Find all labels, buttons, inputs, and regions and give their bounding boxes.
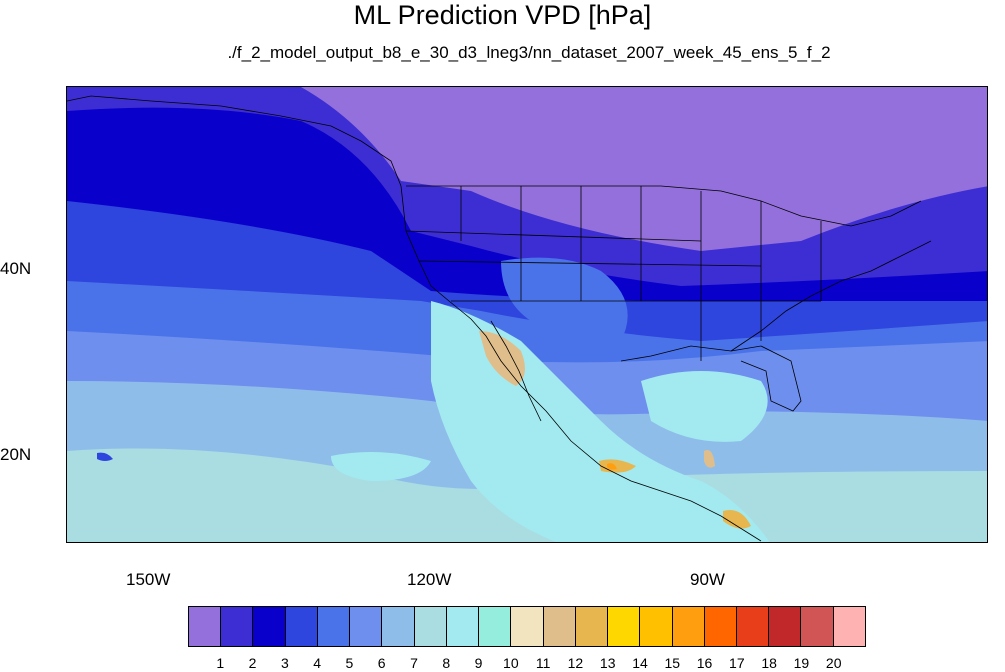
colorbar-swatch <box>704 607 737 646</box>
colorbar-swatch <box>479 607 512 646</box>
colorbar-swatch <box>769 607 802 646</box>
colorbar-swatch <box>672 607 705 646</box>
colorbar-tick-label: 5 <box>345 655 354 671</box>
colorbar-swatch <box>446 607 480 646</box>
colorbar-tick-label: 10 <box>503 655 519 671</box>
map-panel <box>66 86 988 543</box>
colorbar-tick-label: 7 <box>410 655 418 671</box>
colorbar <box>188 606 866 647</box>
figure-subtitle: ./f_2_model_output_b8_e_30_d3_lneg3/nn_d… <box>227 43 831 62</box>
colorbar-tick-label: 8 <box>442 655 451 671</box>
colorbar-tick-label: 17 <box>729 655 745 671</box>
lon-label-120w: 120W <box>407 570 452 589</box>
figure-title: ML Prediction VPD [hPa] <box>353 0 652 30</box>
colorbar-tick-label: 2 <box>248 655 257 671</box>
colorbar-tick-label: 13 <box>599 655 616 671</box>
colorbar-swatch <box>221 607 254 646</box>
lon-label-150w: 150W <box>126 570 171 589</box>
lat-label-40n: 40N <box>0 259 32 278</box>
colorbar-swatch <box>575 607 609 646</box>
colorbar-tick-label: 1 <box>216 655 225 671</box>
colorbar-tick-label: 12 <box>567 655 584 671</box>
colorbar-tick-label: 9 <box>474 655 483 671</box>
colorbar-tick-label: 14 <box>632 655 648 671</box>
colorbar-tick-label: 18 <box>761 655 777 671</box>
colorbar-tick-label: 4 <box>313 655 322 671</box>
colorbar-tick-label: 16 <box>696 655 713 671</box>
colorbar-tick-label: 11 <box>535 655 551 671</box>
lat-label-20n: 20N <box>0 445 32 464</box>
vpd-contour-map <box>67 87 987 542</box>
colorbar-swatch <box>414 607 447 646</box>
colorbar-swatch <box>189 607 222 646</box>
colorbar-tick-label: 3 <box>280 655 289 671</box>
colorbar-swatch <box>543 607 576 646</box>
colorbar-swatch <box>511 607 544 646</box>
colorbar-swatch <box>285 607 318 646</box>
colorbar-tick-label: 19 <box>793 655 810 671</box>
colorbar-swatch <box>350 607 383 646</box>
colorbar-swatch <box>736 607 770 646</box>
colorbar-tick-label: 20 <box>825 655 842 671</box>
colorbar-swatch <box>382 607 415 646</box>
colorbar-swatch <box>801 607 834 646</box>
colorbar-swatch <box>317 607 351 646</box>
colorbar-swatch <box>833 607 865 646</box>
colorbar-swatch <box>253 607 286 646</box>
colorbar-tick-label: 15 <box>664 655 681 671</box>
lon-label-90w: 90W <box>690 570 725 589</box>
colorbar-swatch <box>640 607 673 646</box>
colorbar-swatch <box>608 607 641 646</box>
colorbar-tick-label: 6 <box>377 655 386 671</box>
